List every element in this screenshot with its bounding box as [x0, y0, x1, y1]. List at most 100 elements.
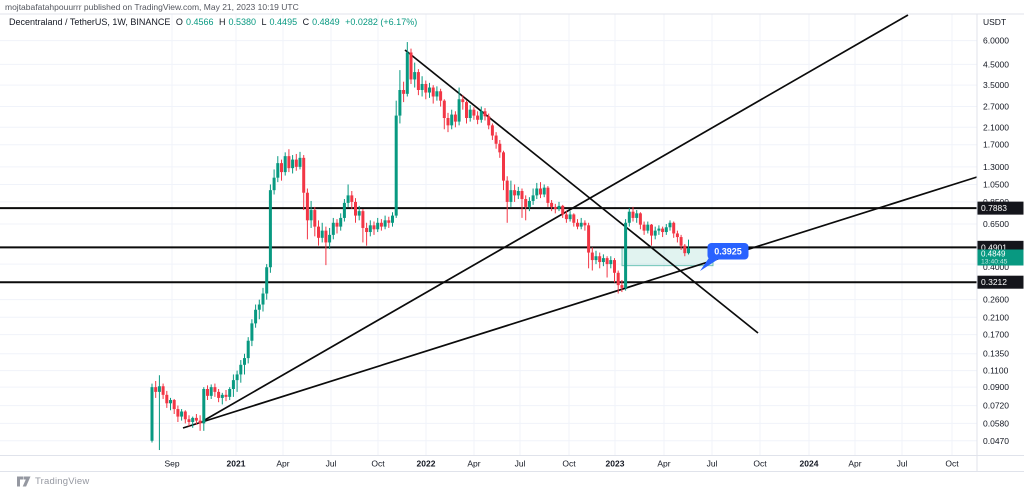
- candle[interactable]: [531, 188, 535, 205]
- candle[interactable]: [254, 304, 258, 328]
- candle[interactable]: [165, 390, 169, 408]
- candle[interactable]: [513, 184, 517, 202]
- candle[interactable]: [291, 155, 295, 174]
- candle[interactable]: [601, 254, 605, 267]
- candle[interactable]: [564, 211, 568, 223]
- candle[interactable]: [317, 220, 320, 246]
- candle[interactable]: [605, 256, 609, 278]
- candle[interactable]: [183, 410, 187, 424]
- candle[interactable]: [328, 227, 332, 250]
- candle[interactable]: [490, 123, 494, 141]
- candle[interactable]: [305, 188, 309, 240]
- candle[interactable]: [276, 156, 280, 183]
- candle[interactable]: [280, 159, 283, 181]
- candle[interactable]: [457, 87, 461, 126]
- candle[interactable]: [154, 380, 158, 398]
- candle[interactable]: [446, 112, 450, 133]
- candle[interactable]: [191, 416, 195, 428]
- candle[interactable]: [346, 184, 350, 207]
- candle[interactable]: [335, 219, 339, 234]
- candle[interactable]: [265, 264, 269, 300]
- candle[interactable]: [268, 184, 272, 273]
- candle[interactable]: [627, 207, 631, 227]
- trendline[interactable]: [404, 49, 759, 334]
- candle[interactable]: [428, 82, 431, 98]
- candle[interactable]: [398, 70, 402, 124]
- candle[interactable]: [638, 212, 642, 230]
- candle[interactable]: [231, 374, 235, 397]
- candle[interactable]: [520, 188, 524, 218]
- candle[interactable]: [587, 222, 591, 269]
- candle[interactable]: [309, 200, 313, 228]
- candle[interactable]: [583, 220, 587, 231]
- candle[interactable]: [217, 389, 221, 403]
- candle[interactable]: [642, 221, 646, 235]
- candle[interactable]: [405, 42, 409, 97]
- candle[interactable]: [383, 215, 387, 230]
- candle[interactable]: [187, 415, 191, 427]
- candle[interactable]: [368, 220, 372, 237]
- candle[interactable]: [609, 256, 613, 269]
- candle[interactable]: [453, 111, 457, 128]
- candle[interactable]: [150, 383, 154, 443]
- candle[interactable]: [653, 226, 657, 240]
- price-axis[interactable]: USDT 6.0000 4.5000 3.5000 2.7000 2.1000 1.7000…: [977, 17, 1024, 446]
- candle[interactable]: [516, 186, 520, 200]
- candle[interactable]: [465, 100, 468, 124]
- candle[interactable]: [546, 186, 550, 207]
- candle[interactable]: [213, 383, 217, 397]
- candle[interactable]: [302, 155, 306, 211]
- candle[interactable]: [157, 375, 161, 451]
- candle[interactable]: [361, 208, 365, 243]
- candle[interactable]: [576, 219, 579, 230]
- candle[interactable]: [431, 85, 435, 104]
- candle[interactable]: [324, 226, 328, 266]
- candle[interactable]: [494, 132, 498, 149]
- candle[interactable]: [339, 213, 343, 231]
- candle[interactable]: [261, 287, 265, 312]
- candle[interactable]: [472, 107, 476, 120]
- candle[interactable]: [616, 270, 620, 294]
- candle[interactable]: [354, 198, 357, 223]
- candle[interactable]: [298, 151, 302, 170]
- candle[interactable]: [650, 224, 653, 246]
- candle[interactable]: [675, 230, 679, 243]
- candle[interactable]: [498, 140, 502, 158]
- candle[interactable]: [553, 203, 557, 214]
- candle[interactable]: [502, 150, 505, 191]
- candle[interactable]: [272, 169, 276, 195]
- candle[interactable]: [483, 108, 487, 121]
- candle[interactable]: [287, 149, 291, 173]
- candle[interactable]: [579, 217, 583, 230]
- candle[interactable]: [420, 76, 424, 97]
- candle[interactable]: [209, 384, 213, 399]
- candle[interactable]: [535, 182, 539, 200]
- candle[interactable]: [246, 337, 250, 364]
- candle[interactable]: [169, 397, 172, 411]
- candle[interactable]: [172, 398, 176, 415]
- candle[interactable]: [635, 210, 639, 223]
- candle[interactable]: [661, 226, 665, 238]
- candle[interactable]: [590, 247, 594, 271]
- candle[interactable]: [646, 221, 650, 234]
- candle[interactable]: [220, 392, 224, 405]
- candle[interactable]: [505, 176, 509, 223]
- candle[interactable]: [313, 206, 317, 237]
- symbol-legend[interactable]: Decentraland / TetherUS, 1W, BINANCE O 0.…: [9, 17, 420, 27]
- candle[interactable]: [239, 360, 243, 383]
- candle[interactable]: [357, 205, 361, 221]
- candle[interactable]: [598, 252, 602, 269]
- candle[interactable]: [235, 370, 239, 392]
- candle[interactable]: [657, 225, 661, 235]
- candle[interactable]: [687, 239, 690, 255]
- candle[interactable]: [391, 212, 394, 227]
- candle[interactable]: [683, 244, 687, 257]
- tradingview-logo[interactable]: TradingView: [17, 476, 89, 487]
- candle[interactable]: [435, 86, 439, 101]
- support-zone-rectangle[interactable]: [621, 246, 714, 267]
- candle[interactable]: [376, 217, 380, 233]
- candle[interactable]: [631, 206, 635, 222]
- candle[interactable]: [479, 106, 483, 123]
- trendline[interactable]: [182, 176, 978, 429]
- candle[interactable]: [550, 199, 554, 212]
